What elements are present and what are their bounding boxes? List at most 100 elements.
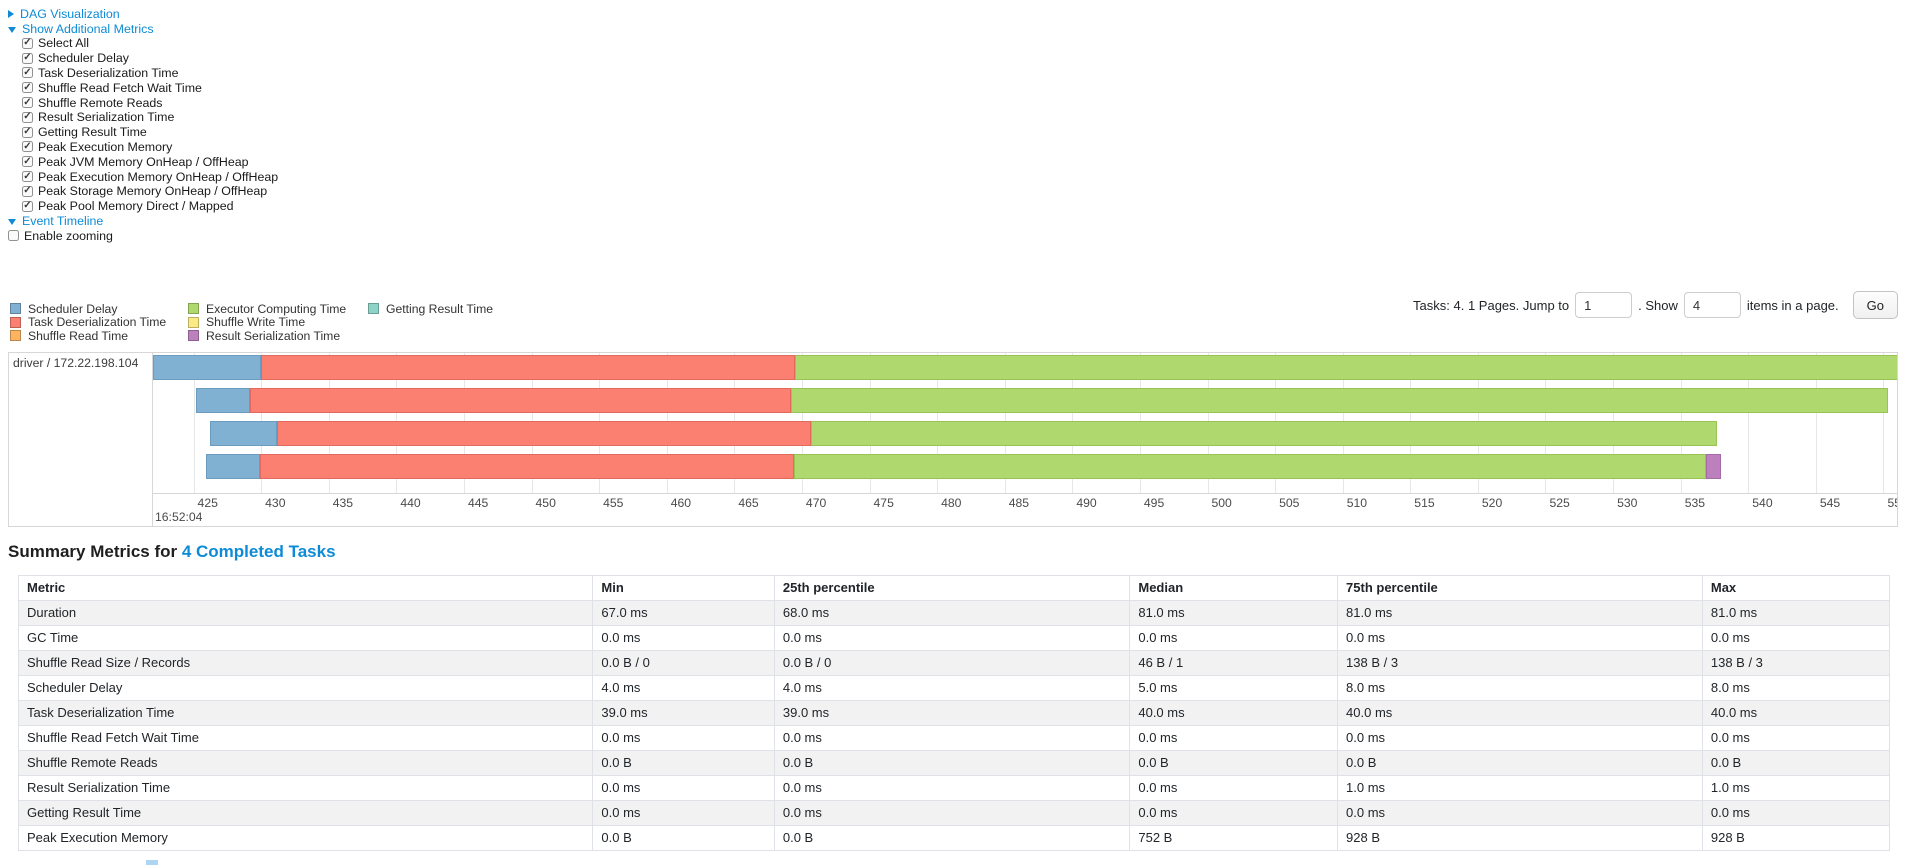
metric-value-cell: 0.0 B (1129, 750, 1339, 776)
metric-checkbox-row: Scheduler Delay (22, 51, 278, 66)
go-button[interactable]: Go (1852, 291, 1898, 319)
metric-name-cell: GC Time (17, 625, 594, 651)
column-header: Median (1129, 575, 1339, 601)
metric-checkbox-row: Getting Result Time (22, 125, 278, 140)
task-segment-deserialization[interactable] (261, 355, 796, 380)
axis-tick-label: 500 (1211, 496, 1232, 510)
task-segment-scheduler_delay[interactable] (205, 454, 260, 479)
summary-title-prefix: Summary Metrics for (8, 542, 182, 561)
metric-checkbox-label: Result Serialization Time (38, 110, 175, 125)
chevron-down-icon (8, 219, 16, 226)
event-timeline-chart: driver / 172.22.198.104 16:52:04 425 430 4… (8, 352, 1898, 527)
metric-name-cell: Getting Result Time (17, 800, 594, 826)
stage-controls: DAG Visualization Show Additional Metric… (8, 6, 278, 243)
enable-zooming-checkbox[interactable] (8, 230, 19, 242)
task-segment-deserialization[interactable] (277, 421, 812, 446)
metric-checkbox[interactable] (22, 126, 33, 138)
metric-checkbox-row: Result Serialization Time (22, 110, 278, 125)
legend-item-getting_result: Getting Result Time (368, 302, 493, 316)
metric-name-cell: Duration (17, 600, 594, 626)
metric-checkbox[interactable] (22, 67, 33, 79)
axis-major-label: 16:52:04 (155, 510, 203, 524)
task-segment-computing[interactable] (795, 355, 1897, 380)
shuffle_read-swatch-icon (10, 330, 21, 342)
metric-checkbox[interactable] (22, 141, 33, 153)
metric-checkbox[interactable] (22, 52, 33, 64)
serialization-swatch-icon (188, 330, 199, 342)
metric-value-cell: 0.0 ms (773, 775, 1131, 801)
metric-value-cell: 0.0 ms (1129, 625, 1339, 651)
axis-tick-label: 490 (1076, 496, 1097, 510)
chevron-right-icon (8, 9, 14, 18)
grid-line (193, 353, 195, 493)
task-segment-scheduler_delay[interactable] (196, 388, 251, 413)
metric-checkbox[interactable] (22, 82, 33, 94)
metric-checkbox[interactable] (22, 37, 33, 49)
metric-value-cell: 0.0 B (773, 825, 1131, 851)
completed-tasks-link[interactable]: 4 Completed Tasks (181, 542, 336, 561)
task-timeline-row (153, 454, 1897, 479)
task-segment-computing[interactable] (793, 454, 1707, 479)
column-header: 75th percentile (1337, 575, 1703, 601)
metric-checkbox-label: Peak Pool Memory Direct / Mapped (38, 199, 234, 214)
metric-checkbox-row: Peak Storage Memory OnHeap / OffHeap (22, 184, 278, 199)
table-row: GC Time 0.0 ms 0.0 ms 0.0 ms 0.0 ms 0.0 ms (17, 625, 1891, 651)
metric-checkbox-label: Select All (38, 36, 89, 51)
table-row: Shuffle Remote Reads 0.0 B 0.0 B 0.0 B 0.0 B… (17, 750, 1891, 776)
items-per-page-input[interactable] (1683, 292, 1741, 318)
metric-checkbox[interactable] (22, 156, 33, 168)
event-timeline-toggle[interactable]: Event Timeline (8, 214, 278, 229)
task-segment-scheduler_delay[interactable] (209, 421, 278, 446)
timeline-plot-area: 16:52:04 425 430 435 440 445 450 455 460 465 470 4… (153, 353, 1897, 526)
task-segment-serialization[interactable] (1706, 454, 1722, 479)
metric-name-cell: Shuffle Remote Reads (17, 750, 594, 776)
metric-checkbox[interactable] (22, 97, 33, 109)
metric-value-cell: 0.0 ms (1129, 775, 1339, 801)
scheduler_delay-swatch-icon (10, 303, 21, 315)
task-segment-scheduler_delay[interactable] (153, 355, 262, 380)
axis-tick-label: 455 (603, 496, 624, 510)
clipped-next-section (146, 860, 158, 865)
metric-checkbox[interactable] (22, 185, 33, 197)
getting_result-swatch-icon (368, 303, 379, 315)
dag-visualization-label: DAG Visualization (20, 6, 120, 21)
dag-visualization-toggle[interactable]: DAG Visualization (8, 6, 278, 21)
axis-tick-label: 475 (873, 496, 894, 510)
metric-checkbox-row: Shuffle Remote Reads (22, 95, 278, 110)
task-segment-deserialization[interactable] (250, 388, 792, 413)
metric-checkbox-label: Getting Result Time (38, 125, 147, 140)
metric-value-cell: 0.0 ms (1337, 725, 1703, 751)
legend-label: Shuffle Read Time (28, 328, 129, 343)
metric-value-cell: 68.0 ms (773, 600, 1131, 626)
task-segment-computing[interactable] (791, 388, 1888, 413)
task-segment-computing[interactable] (811, 421, 1718, 446)
metric-checkbox-row: Peak Execution Memory OnHeap / OffHeap (22, 169, 278, 184)
metric-checkbox-row: Select All (22, 36, 278, 51)
metric-value-cell: 46 B / 1 (1129, 650, 1339, 676)
axis-tick-label: 505 (1279, 496, 1300, 510)
metric-value-cell: 0.0 B / 0 (592, 650, 775, 676)
metric-value-cell: 4.0 ms (592, 675, 775, 701)
metric-name-cell: Peak Execution Memory (17, 825, 594, 851)
metric-value-cell: 0.0 ms (592, 775, 775, 801)
metric-value-cell: 0.0 B (773, 750, 1131, 776)
deserialization-swatch-icon (10, 316, 21, 328)
metric-checkbox[interactable] (22, 111, 33, 123)
metric-value-cell: 81.0 ms (1337, 600, 1703, 626)
metric-value-cell: 40.0 ms (1701, 700, 1891, 726)
task-segment-deserialization[interactable] (259, 454, 794, 479)
metric-checkbox[interactable] (22, 200, 33, 212)
metric-checkbox-label: Peak Storage Memory OnHeap / OffHeap (38, 184, 268, 199)
metric-value-cell: 0.0 ms (1337, 625, 1703, 651)
jump-to-page-input[interactable] (1575, 292, 1633, 318)
metric-value-cell: 0.0 ms (773, 625, 1131, 651)
show-additional-metrics-toggle[interactable]: Show Additional Metrics (8, 21, 278, 36)
column-header: Max (1701, 575, 1891, 601)
axis-tick-label: 520 (1481, 496, 1503, 510)
metric-value-cell: 0.0 ms (1701, 800, 1891, 826)
metric-checkbox[interactable] (22, 171, 33, 183)
metric-value-cell: 0.0 ms (592, 625, 775, 651)
legend-item-deserialization: Task Deserialization Time (10, 315, 188, 329)
metric-checkbox-row: Peak Execution Memory (22, 140, 278, 155)
